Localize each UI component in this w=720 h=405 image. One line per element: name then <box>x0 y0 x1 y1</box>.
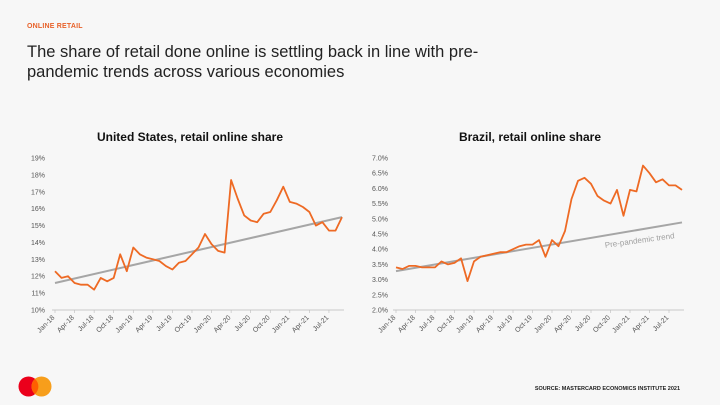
y-tick-label: 14% <box>31 240 45 247</box>
page-title: The share of retail done online is settl… <box>27 43 479 81</box>
y-tick-label: 19% <box>31 156 45 163</box>
x-tick-label: Apr-18 <box>56 314 76 334</box>
x-tick-label: Oct-20 <box>592 314 612 334</box>
x-tick-label: Oct-19 <box>514 314 534 334</box>
x-tick-label: Jul-21 <box>652 314 671 333</box>
x-tick-label: Jan-21 <box>271 314 291 334</box>
y-tick-label: 15% <box>31 223 45 230</box>
y-tick-label: 5.0% <box>372 216 388 223</box>
x-tick-label: Oct-18 <box>95 314 115 334</box>
x-tick-label: Apr-20 <box>553 314 573 334</box>
x-tick-label: Oct-19 <box>174 314 194 334</box>
source-note: SOURCE: MASTERCARD ECONOMICS INSTITUTE 2… <box>534 386 680 392</box>
x-tick-label: Oct-20 <box>252 314 272 334</box>
y-tick-label: 5.5% <box>372 201 388 208</box>
x-tick-label: Jan-19 <box>455 314 475 334</box>
x-tick-label: Jan-21 <box>611 314 631 334</box>
x-tick-label: Oct-18 <box>436 314 456 334</box>
x-tick-label: Jan-19 <box>115 314 135 334</box>
online-share-line <box>54 179 343 291</box>
y-tick-label: 4.5% <box>372 232 388 239</box>
y-tick-label: 7.0% <box>372 156 388 163</box>
x-tick-label: Jan-18 <box>377 314 397 334</box>
y-tick-label: 4.0% <box>372 247 388 254</box>
x-tick-label: Apr-21 <box>631 314 651 334</box>
trend-line <box>54 216 343 284</box>
y-tick-label: 18% <box>31 172 45 179</box>
chart-title: United States, retail online share <box>97 130 283 144</box>
x-tick-label: Jul-20 <box>234 314 253 333</box>
x-tick-label: Jan-20 <box>193 314 213 334</box>
x-tick-label: Jul-21 <box>312 314 331 333</box>
chart-0: United States, retail online share 10% 11%… <box>31 130 344 335</box>
x-tick-label: Jul-18 <box>77 314 96 333</box>
chart-1: Brazil, retail online share 2.0% 2.5% 3.0% 3… <box>372 130 684 335</box>
mastercard-logo-icon <box>18 376 52 397</box>
y-tick-label: 3.5% <box>372 262 388 269</box>
x-tick-label: Jan-18 <box>36 314 56 334</box>
x-tick-label: Jul-18 <box>418 314 437 333</box>
x-tick-label: Apr-20 <box>213 314 233 334</box>
y-tick-label: 6.0% <box>372 186 388 193</box>
y-tick-label: 10% <box>31 308 45 315</box>
y-tick-label: 2.5% <box>372 292 388 299</box>
y-tick-label: 2.0% <box>372 308 388 315</box>
x-tick-label: Jan-20 <box>533 314 553 334</box>
x-tick-label: Apr-21 <box>291 314 311 334</box>
x-tick-label: Jul-19 <box>155 314 174 333</box>
y-tick-label: 11% <box>32 291 46 298</box>
x-tick-label: Apr-19 <box>475 314 495 334</box>
x-tick-label: Jul-19 <box>496 314 515 333</box>
y-tick-label: 13% <box>31 257 45 264</box>
y-tick-label: 3.0% <box>372 277 388 284</box>
section-kicker: ONLINE RETAIL <box>27 23 83 30</box>
x-tick-label: Apr-18 <box>397 314 417 334</box>
x-tick-label: Apr-19 <box>134 314 154 334</box>
y-tick-label: 12% <box>31 274 45 281</box>
x-tick-label: Jul-20 <box>574 314 593 333</box>
y-tick-label: 6.5% <box>372 171 388 178</box>
y-tick-label: 16% <box>31 206 45 213</box>
chart-title: Brazil, retail online share <box>459 130 601 144</box>
online-share-line <box>395 164 683 283</box>
y-tick-label: 17% <box>31 189 45 196</box>
